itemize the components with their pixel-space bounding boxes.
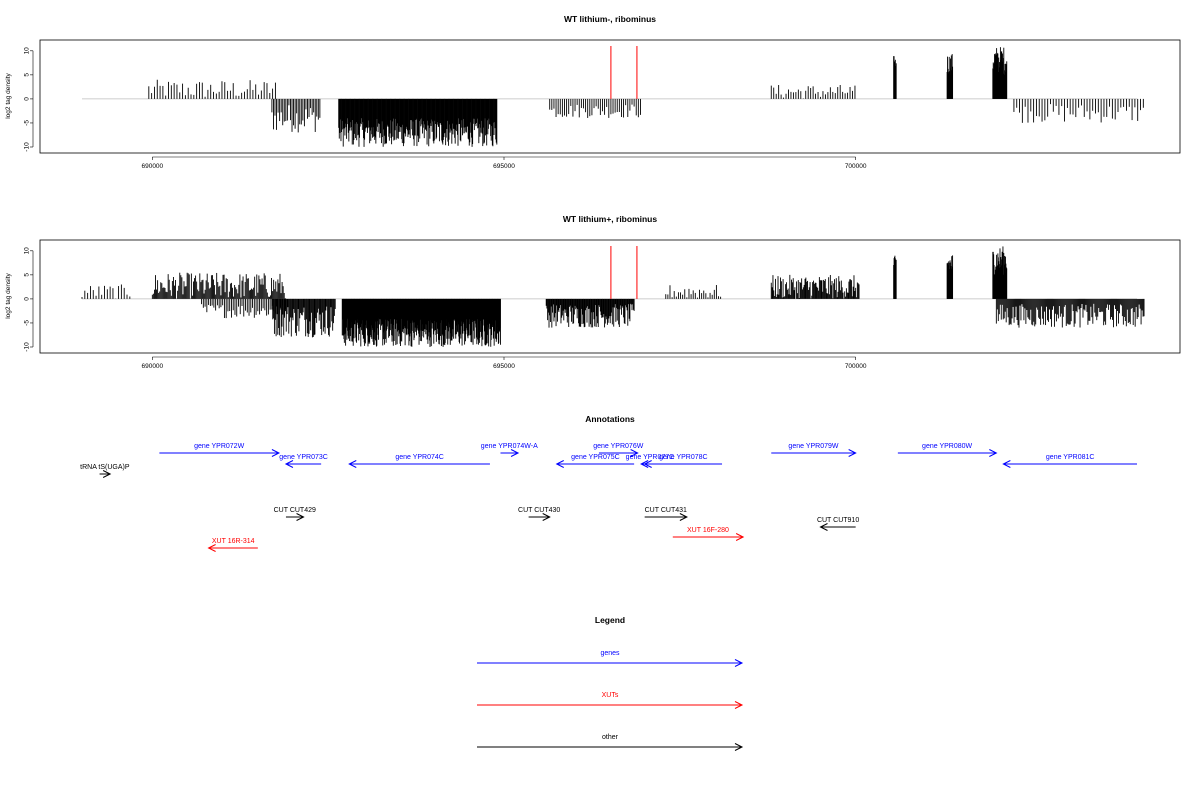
plot-frame [39,239,1181,354]
feature-genes: gene YPR074C [348,454,490,468]
x-tick-label: 690000 [141,163,163,170]
feature-XUTs: XUT 16R-314 [207,538,258,552]
y-tick-label: 10 [24,47,31,55]
feature-other: CUT CUT430 [518,507,560,521]
legend-label: genes [600,650,620,657]
x-tick-label: 700000 [845,163,867,170]
feature-arrow-head [207,544,216,552]
feature-genes: gene YPR081C [1002,454,1137,468]
legend: Legend genes XUTs other [477,615,744,751]
feature-label: CUT CUT430 [518,507,560,514]
x-tick-label: 695000 [493,163,515,170]
y-tick-label: -5 [24,120,31,126]
feature-arrow-head [542,513,551,521]
feature-label: gene YPR080W [922,443,972,450]
feature-other: CUT CUT431 [645,507,688,521]
feature-genes: gene YPR075C [555,454,635,468]
feature-layer: gene YPR072W gene YPR073C gene YPR074C gene… [80,443,1137,552]
y-tick-label: -10 [24,142,31,152]
track-panel-lithium-minus: WT lithium-, ribominus 10 5 0 -5 -10 690000 69… [5,14,1181,170]
legend-arrow-head [734,659,744,667]
feature-label: XUT 16F-280 [687,527,729,534]
x-tick-label: 695000 [493,363,515,370]
feature-label: CUT CUT431 [645,507,687,514]
legend-item-genes: genes [477,650,744,667]
feature-arrow-head [555,460,564,468]
legend-items: genes XUTs other [477,650,744,751]
feature-label: gene YPR073C [279,454,328,461]
feature-label: gene YPR076W [593,443,643,450]
feature-label: gene YPR077C [626,454,675,461]
track-title: WT lithium-, ribominus [564,14,656,24]
feature-arrow-head [848,449,857,457]
feature-arrow-head [643,460,652,468]
feature-label: gene YPR079W [788,443,838,450]
bar-layer [81,246,1145,347]
feature-arrow-head [1002,460,1011,468]
feature-arrow-head [271,449,281,457]
feature-other: CUT CUT910 [817,517,859,531]
feature-genes: gene YPR080W [897,443,998,457]
legend-arrow-head [734,701,744,709]
legend-item-XUTs: XUTs [477,692,744,709]
feature-genes: gene YPR076W [593,443,644,457]
feature-arrow-head [284,460,294,468]
feature-genes: gene YPR074W-A [481,443,538,457]
legend-label: XUTs [602,692,619,699]
feature-label: gene YPR074W-A [481,443,538,450]
feature-arrow-head [102,470,112,478]
feature-label: gene YPR074C [395,454,444,461]
legend-label: other [602,734,619,741]
feature-other: CUT CUT429 [274,507,316,521]
feature-genes: gene YPR078C [643,454,723,468]
feature-XUTs: XUT 16F-280 [672,527,745,541]
feature-label: gene YPR072W [194,443,244,450]
feature-label: XUT 16R-314 [212,538,255,545]
feature-other: tRNA tS(UGA)P [80,464,130,478]
y-tick-label: 0 [24,97,31,101]
y-tick-label: 5 [24,273,31,277]
feature-label: gene YPR081C [1046,454,1095,461]
feature-label: CUT CUT910 [817,517,859,524]
track-title: WT lithium+, ribominus [563,214,657,224]
y-axis-label: log2 tag density [5,72,12,118]
x-tick-label: 700000 [845,363,867,370]
plot-frame [39,39,1181,154]
y-tick-label: 0 [24,297,31,301]
x-tick-label: 690000 [141,363,163,370]
feature-arrow-head [630,449,639,457]
feature-arrow-head [819,523,828,531]
y-tick-label: -10 [24,342,31,352]
axis-layer: 10 5 0 -5 -10 690000 695000 700000 [24,47,867,170]
axis-layer: 10 5 0 -5 -10 690000 695000 700000 [24,247,867,370]
legend-item-other: other [477,734,744,751]
y-axis-label: log2 tag density [5,272,12,318]
feature-arrow-head [989,449,998,457]
feature-arrow-head [735,533,745,541]
feature-genes: gene YPR079W [771,443,857,457]
feature-genes: gene YPR072W [159,443,281,457]
feature-arrow-head [296,513,305,521]
bar-layer [82,46,1144,147]
y-tick-label: 10 [24,247,31,255]
feature-arrow-head [679,513,688,521]
y-tick-label: 5 [24,73,31,77]
feature-arrow-head [348,460,357,468]
legend-arrow-head [734,743,744,751]
feature-arrow-head [640,460,649,468]
feature-arrow-head [510,449,520,457]
feature-label: gene YPR075C [571,454,620,461]
track-panel-lithium-plus: WT lithium+, ribominus 10 5 0 -5 -10 690000 69… [5,214,1181,370]
feature-label: tRNA tS(UGA)P [80,464,130,471]
feature-genes: gene YPR073C [279,454,328,468]
y-tick-label: -5 [24,320,31,326]
annotations-title: Annotations [585,414,635,424]
feature-label: gene YPR078C [659,454,708,461]
feature-label: CUT CUT429 [274,507,316,514]
legend-title: Legend [595,615,625,625]
